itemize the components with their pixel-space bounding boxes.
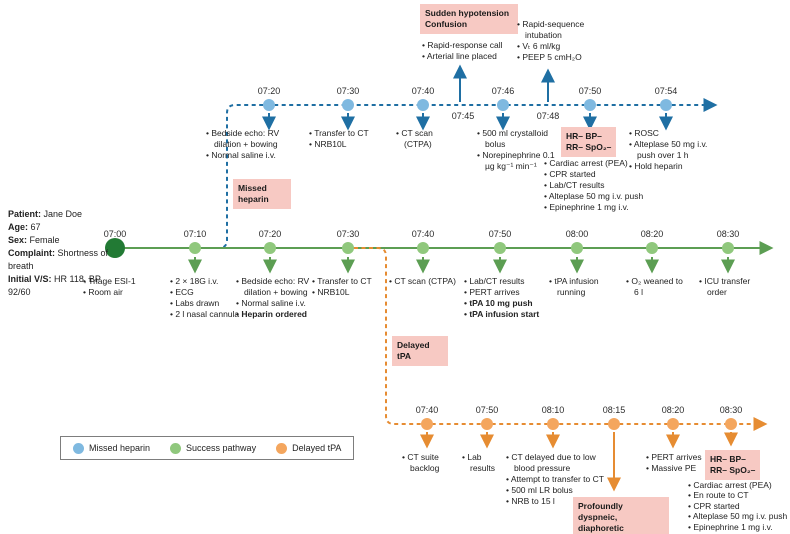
blue-event-0740: CT scan (CTPA) [396, 128, 452, 150]
time-label-orange: 08:30 [719, 405, 743, 415]
branch-label-missed-heparin: Missed heparin [233, 179, 291, 209]
orange-event-0820: PERT arrives Massive PE [646, 452, 716, 474]
legend-label: Missed heparin [89, 443, 151, 453]
green-event-0710: 2 × 18G i.v. ECG Labs drawn 2 l nasal ca… [170, 276, 242, 320]
patient-field: Age: 67 [8, 222, 41, 232]
callout-sudden-hypotension-bullets: Rapid-response call Arterial line placed [422, 40, 514, 62]
node-green-0710 [189, 242, 201, 254]
time-label-orange: 08:15 [602, 405, 626, 415]
green-event-0830: ICU transfer order [699, 276, 761, 298]
legend-item-success-pathway: Success pathway [170, 442, 257, 454]
green-event-0730: Transfer to CT NRB10L [312, 276, 392, 298]
node-orange-0750 [481, 418, 493, 430]
node-orange-0830 [725, 418, 737, 430]
orange-event-0740: CT suite backlog [402, 452, 454, 474]
green-event-0740: CT scan (CTPA) [389, 276, 469, 287]
patient-info: Patient: Jane Doe Age: 67 Sex: Female Co… [8, 208, 118, 299]
node-green-0700 [105, 238, 125, 258]
orange-event-0830: Cardiac arrest (PEA) En route to CT CPR … [688, 480, 790, 532]
time-label-green: 07:20 [258, 229, 282, 239]
branch-label-delayed-tpa: Delayed tPA [392, 336, 448, 366]
blue-event-0730: Transfer to CT NRB10L [309, 128, 389, 150]
callout-sudden-hypotension: Sudden hypotension Confusion [420, 4, 518, 34]
node-blue-0730 [342, 99, 354, 111]
time-label-orange: 08:10 [541, 405, 565, 415]
node-orange-0740 [421, 418, 433, 430]
node-orange-0820 [667, 418, 679, 430]
legend-label: Delayed tPA [292, 443, 342, 453]
callout-intubation-bullets: Rapid-sequence intubation Vₜ 6 ml/kg PEE… [517, 19, 601, 63]
callout-profoundly-dyspneic: Profoundly dyspneic, diaphoretic [573, 497, 669, 534]
node-green-0830 [722, 242, 734, 254]
time-label-green: 07:40 [411, 229, 435, 239]
node-green-0750 [494, 242, 506, 254]
green-event-0720: Bedside echo: RV dilation + bowing Norma… [236, 276, 320, 320]
legend-dot-green [170, 442, 182, 454]
node-blue-0750 [584, 99, 596, 111]
time-label-green: 08:30 [716, 229, 740, 239]
green-event-0820: O₂ weaned to 6 l [626, 276, 684, 298]
node-green-0720 [264, 242, 276, 254]
time-label-blue: 07:45 [451, 111, 475, 121]
green-event-0750: Lab/CT results PERT arrives tPA 10 mg pu… [464, 276, 556, 320]
orange-event-0750: Lab results [462, 452, 504, 474]
node-green-0800 [571, 242, 583, 254]
callout-vitals-crash-orange: HR– BP– RR– SpO₂– [705, 450, 761, 480]
blue-event-0746: 500 ml crystalloid bolus Norepinephrine … [477, 128, 563, 172]
legend-dot-orange [276, 442, 288, 454]
time-label-blue: 07:30 [336, 86, 360, 96]
node-orange-0810 [547, 418, 559, 430]
patient-field: Complaint: Shortness of breath [8, 248, 109, 271]
legend-label: Success pathway [186, 443, 257, 453]
node-blue-0746 [497, 99, 509, 111]
blue-event-0750: Cardiac arrest (PEA) CPR started Lab/CT … [544, 158, 662, 213]
time-label-blue: 07:48 [536, 111, 560, 121]
delayed-tpa-path [354, 247, 768, 431]
legend-dot-blue [73, 442, 84, 454]
node-blue-0754 [660, 99, 672, 111]
node-green-0820 [646, 242, 658, 254]
patient-field: Initial V/S: HR 118, BP 92/60 [8, 274, 101, 297]
time-label-blue: 07:40 [411, 86, 435, 96]
time-label-green: 08:00 [565, 229, 589, 239]
time-label-green: 07:00 [103, 229, 127, 239]
time-label-blue: 07:46 [491, 86, 515, 96]
node-blue-0740 [417, 99, 429, 111]
legend-item-delayed-tpa: Delayed tPA [276, 442, 342, 454]
legend: Missed heparin Success pathway Delayed t… [60, 436, 355, 460]
node-orange-0815 [608, 418, 620, 430]
patient-field: Patient: Jane Doe [8, 209, 83, 219]
patient-field: Sex: Female [8, 235, 60, 245]
missed-heparin-path [201, 98, 718, 249]
time-label-orange: 07:40 [415, 405, 439, 415]
legend-item-missed-heparin: Missed heparin [73, 442, 151, 454]
time-label-blue: 07:20 [257, 86, 281, 96]
time-label-orange: 08:20 [661, 405, 685, 415]
green-event-0800: tPA infusion running [549, 276, 609, 298]
time-label-green: 07:30 [336, 229, 360, 239]
time-label-green: 08:20 [640, 229, 664, 239]
callout-vitals-crash-blue: HR– BP– RR– SpO₂– [561, 127, 617, 157]
node-blue-0720 [263, 99, 275, 111]
time-label-green: 07:50 [488, 229, 512, 239]
time-label-blue: 07:50 [578, 86, 602, 96]
time-label-orange: 07:50 [475, 405, 499, 415]
time-label-green: 07:10 [183, 229, 207, 239]
node-green-0730 [342, 242, 354, 254]
green-event-0700: Triage ESI-1 Room air [83, 276, 153, 298]
blue-event-0720: Bedside echo: RV dilation + bowing Norma… [206, 128, 290, 161]
orange-event-0810: CT delayed due to low blood pressure Att… [506, 452, 618, 507]
time-label-blue: 07:54 [654, 86, 678, 96]
blue-event-0754: ROSC Alteplase 50 mg i.v. push over 1 h … [629, 128, 721, 172]
node-green-0740 [417, 242, 429, 254]
